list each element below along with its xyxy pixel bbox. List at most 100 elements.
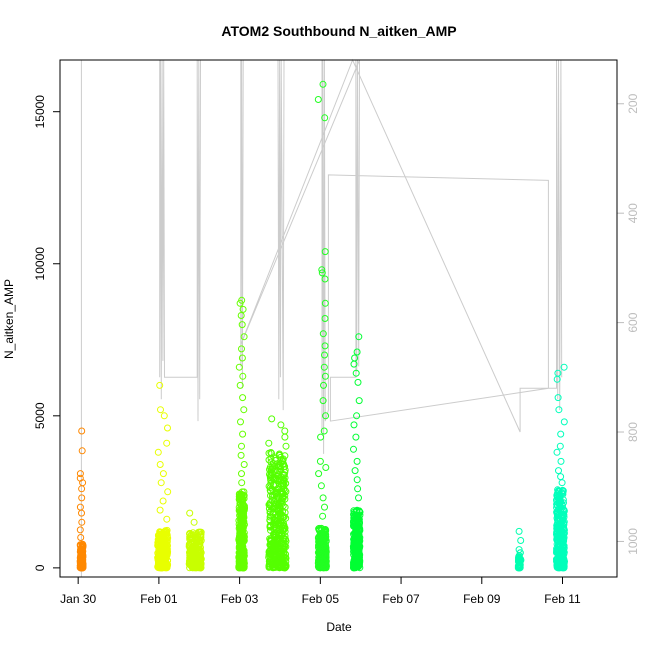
data-point [322, 464, 330, 471]
data-point [278, 549, 286, 556]
data-point [156, 461, 164, 468]
data-point [236, 553, 244, 561]
data-point [277, 421, 285, 429]
data-point [78, 494, 86, 502]
data-point [554, 394, 562, 402]
data-point [239, 372, 247, 380]
data-point [276, 520, 284, 528]
data-point [266, 501, 274, 509]
data-point [353, 412, 361, 420]
data-point [275, 451, 283, 459]
data-point [157, 535, 165, 543]
data-point [278, 499, 286, 507]
data-point [556, 509, 564, 517]
data-point [280, 481, 288, 489]
data-point [559, 489, 567, 497]
data-point [356, 544, 363, 552]
data-point [267, 458, 275, 466]
data-point [240, 552, 248, 559]
data-point [238, 354, 246, 362]
data-point [351, 467, 359, 475]
y-tick-label: 10000 [33, 247, 47, 281]
data-point [560, 499, 567, 507]
data-point [197, 532, 204, 540]
data-point [557, 473, 565, 481]
data-point [267, 449, 275, 456]
x-tick-label: Feb 03 [221, 592, 259, 606]
data-point [157, 530, 165, 538]
data-point [236, 299, 244, 307]
data-point [321, 248, 329, 256]
data-point [267, 466, 275, 474]
data-point [162, 529, 170, 537]
data-point [352, 507, 360, 515]
data-point [281, 433, 289, 441]
data-point [266, 521, 274, 529]
x-tick-label: Jan 30 [60, 592, 96, 606]
data-point [238, 345, 245, 353]
data-point [235, 564, 243, 572]
data-point [320, 563, 328, 571]
data-point [280, 526, 288, 534]
data-point [319, 80, 327, 88]
data-point [163, 537, 171, 545]
data-point [164, 424, 171, 432]
data-point [77, 546, 85, 554]
data-point [270, 504, 278, 512]
data-point [319, 512, 327, 520]
data-point [237, 490, 245, 498]
data-point [560, 363, 568, 371]
data-point [352, 369, 360, 377]
data-point [272, 495, 280, 503]
data-point [157, 555, 165, 563]
data-point [79, 558, 86, 566]
data-point [560, 559, 568, 567]
data-point [277, 477, 285, 485]
data-point [273, 485, 281, 493]
data-point [317, 433, 325, 441]
data-point [318, 269, 326, 277]
data-point [350, 561, 357, 569]
data-point [156, 506, 164, 514]
data-point [321, 372, 329, 380]
data-point [276, 510, 283, 518]
y-axis-label: N_aitken_AMP [2, 279, 16, 359]
data-point [238, 537, 246, 545]
data-point [269, 564, 277, 572]
data-point [238, 470, 245, 478]
data-point [197, 537, 205, 545]
data-point [559, 531, 567, 539]
data-point [163, 515, 171, 523]
data-point [273, 504, 281, 512]
data-point [315, 534, 323, 542]
data-point [238, 321, 246, 329]
data-point [270, 530, 277, 538]
data-point [282, 442, 290, 450]
data-point [321, 351, 328, 359]
data-point [240, 406, 248, 414]
data-point [265, 439, 273, 447]
data-point [556, 442, 564, 450]
data-point [279, 460, 287, 468]
data-point [267, 537, 275, 544]
data-point [78, 485, 86, 493]
data-point [194, 556, 202, 564]
data-point [238, 479, 246, 487]
data-point [553, 375, 561, 383]
data-point [314, 96, 322, 103]
data-point [560, 418, 568, 426]
data-point [319, 494, 327, 502]
data-point [317, 482, 325, 490]
data-point [161, 564, 169, 572]
data-point [515, 527, 523, 535]
data-point [557, 457, 565, 465]
data-point [319, 397, 327, 405]
data-point [556, 554, 564, 562]
plot-frame [59, 59, 618, 578]
data-point [158, 537, 166, 545]
data-point [516, 559, 524, 567]
data-point [274, 463, 282, 471]
data-point [239, 305, 247, 313]
data-point [267, 468, 275, 476]
data-point [282, 562, 290, 570]
